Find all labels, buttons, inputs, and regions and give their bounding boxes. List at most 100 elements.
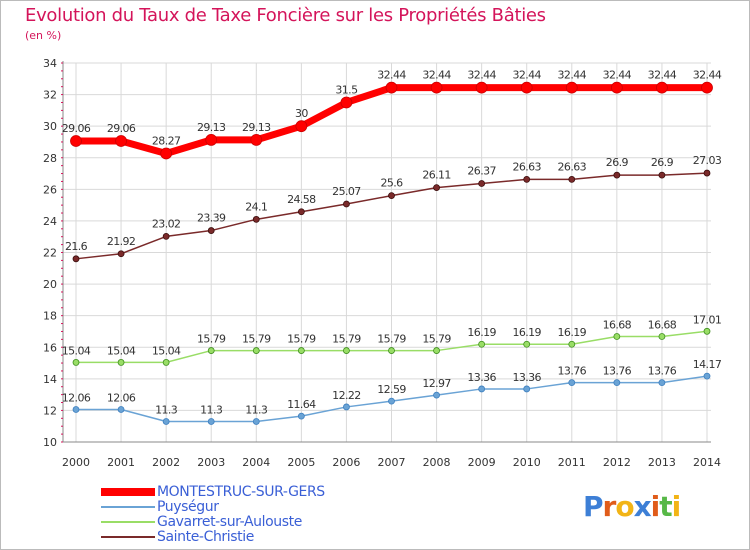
data-label: 16.19 bbox=[512, 326, 541, 339]
x-tick-label: 2012 bbox=[603, 456, 631, 469]
data-point bbox=[388, 397, 395, 405]
data-label: 15.04 bbox=[62, 344, 91, 357]
data-point bbox=[568, 340, 576, 348]
data-point bbox=[523, 175, 531, 183]
data-label: 11.3 bbox=[245, 403, 268, 416]
legend-item: MONTESTRUC-SUR-GERS bbox=[101, 483, 325, 500]
data-point bbox=[703, 372, 711, 380]
data-point bbox=[295, 120, 308, 133]
data-label: 30 bbox=[295, 107, 308, 120]
y-tick-label: 16 bbox=[43, 341, 57, 354]
data-point bbox=[343, 403, 350, 411]
data-point bbox=[343, 347, 350, 354]
data-label: 32.44 bbox=[377, 69, 406, 82]
data-label: 15.79 bbox=[197, 333, 226, 346]
data-label: 25.07 bbox=[332, 185, 361, 198]
data-label: 26.11 bbox=[422, 169, 451, 182]
data-label: 15.79 bbox=[287, 333, 316, 346]
data-point bbox=[568, 379, 576, 387]
data-point bbox=[297, 412, 305, 420]
data-label: 21.6 bbox=[65, 240, 88, 253]
data-label: 16.19 bbox=[467, 326, 496, 339]
data-point bbox=[520, 81, 533, 94]
data-point bbox=[565, 81, 578, 94]
data-label: 26.63 bbox=[512, 160, 541, 173]
data-label: 32.44 bbox=[603, 69, 632, 82]
data-point bbox=[162, 359, 170, 366]
data-point bbox=[117, 406, 125, 413]
data-label: 28.27 bbox=[152, 134, 181, 147]
data-label: 32.44 bbox=[467, 69, 496, 82]
y-tick-label: 18 bbox=[43, 310, 57, 323]
logo-letter: i bbox=[650, 490, 661, 523]
data-label: 31.5 bbox=[335, 83, 358, 96]
data-point bbox=[388, 192, 395, 200]
data-point bbox=[478, 180, 486, 187]
data-point bbox=[72, 255, 80, 263]
data-point bbox=[207, 227, 215, 234]
y-tick-label: 24 bbox=[43, 215, 57, 228]
data-point bbox=[613, 333, 621, 340]
data-point bbox=[656, 81, 668, 94]
data-label: 12.97 bbox=[422, 377, 451, 390]
logo-letter: t bbox=[659, 490, 672, 523]
x-tick-label: 2004 bbox=[242, 456, 270, 469]
data-point bbox=[475, 81, 488, 94]
chart-title: Evolution du Taux de Taxe Foncière sur l… bbox=[25, 5, 546, 26]
legend-item: Gavarret-sur-Aulouste bbox=[101, 513, 325, 530]
data-label: 16.68 bbox=[603, 319, 632, 332]
data-label: 32.44 bbox=[422, 69, 451, 82]
data-point bbox=[162, 418, 170, 425]
data-point bbox=[72, 359, 80, 366]
data-point bbox=[207, 347, 215, 354]
data-point bbox=[613, 171, 621, 179]
data-label: 12.06 bbox=[107, 391, 136, 404]
data-point bbox=[610, 81, 623, 94]
data-label: 13.76 bbox=[558, 365, 587, 378]
legend-label: MONTESTRUC-SUR-GERS bbox=[157, 483, 325, 500]
data-point bbox=[523, 385, 531, 393]
data-label: 26.37 bbox=[467, 164, 496, 177]
data-point bbox=[162, 232, 170, 240]
data-label: 12.22 bbox=[332, 389, 361, 402]
data-point bbox=[568, 175, 576, 183]
data-label: 29.13 bbox=[197, 121, 226, 134]
data-point bbox=[297, 208, 305, 216]
legend-label: Puységur bbox=[157, 498, 219, 515]
data-point bbox=[252, 418, 260, 425]
data-point bbox=[70, 135, 82, 147]
chart-subtitle: (en %) bbox=[25, 29, 62, 42]
data-label: 16.19 bbox=[558, 326, 587, 339]
legend-item: Puységur bbox=[101, 498, 325, 515]
y-tick-label: 14 bbox=[43, 373, 57, 386]
data-point bbox=[117, 250, 125, 258]
data-point bbox=[523, 340, 531, 348]
data-point bbox=[430, 81, 443, 94]
data-label: 21.92 bbox=[107, 235, 136, 248]
data-point bbox=[343, 200, 350, 208]
logo-letter: P bbox=[583, 490, 604, 523]
data-label: 13.76 bbox=[648, 365, 677, 378]
data-label: 13.36 bbox=[467, 371, 496, 384]
y-tick-label: 20 bbox=[43, 278, 57, 291]
data-label: 26.9 bbox=[651, 156, 674, 169]
x-tick-label: 2011 bbox=[558, 456, 586, 469]
x-tick-label: 2002 bbox=[152, 456, 180, 469]
data-point bbox=[433, 184, 440, 191]
data-label: 13.76 bbox=[603, 365, 632, 378]
data-label: 15.79 bbox=[242, 333, 271, 346]
logo-letter: r bbox=[602, 490, 617, 523]
data-label: 23.02 bbox=[152, 217, 181, 230]
x-tick-label: 2008 bbox=[423, 456, 451, 469]
data-label: 11.3 bbox=[155, 403, 178, 416]
data-point bbox=[117, 359, 125, 366]
data-point bbox=[252, 347, 260, 354]
legend-swatch bbox=[101, 487, 155, 496]
data-point bbox=[658, 171, 666, 179]
data-point bbox=[250, 134, 263, 146]
legend-label: Gavarret-sur-Aulouste bbox=[157, 513, 302, 530]
legend-label: Sainte-Christie bbox=[157, 528, 254, 545]
data-label: 14.17 bbox=[693, 358, 722, 371]
data-label: 32.44 bbox=[648, 69, 677, 82]
